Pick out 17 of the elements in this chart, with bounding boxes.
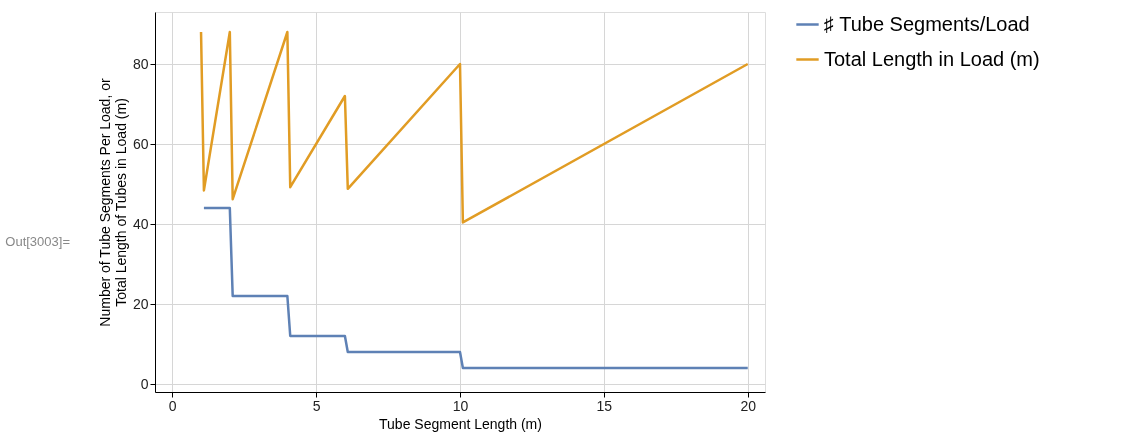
y-tick-label: 0 (140, 375, 149, 392)
line-series (202, 206, 749, 370)
x-tick-label: 5 (312, 397, 321, 414)
y-tick-label: 60 (132, 135, 149, 152)
x-tick-label: 0 (168, 397, 177, 414)
x-axis-title: Tube Segment Length (m) (379, 415, 542, 432)
legend-label: ♯ Tube Segments/Load (824, 12, 1030, 35)
x-tick-label: 20 (740, 397, 757, 414)
text: Out[3003]= (5, 234, 70, 249)
legend-label: Total Length in Load (m) (824, 47, 1040, 70)
y-axis-title: Number of Tube Segments Per Load, or Total Length of Tubes in Load (m) (96, 78, 129, 327)
y-tick-label: 40 (132, 215, 149, 232)
line-series (199, 30, 749, 224)
x-tick-label: 10 (452, 397, 469, 414)
x-tick-label: 15 (596, 397, 613, 414)
y-tick-label: 80 (132, 55, 149, 72)
y-tick-label: 20 (132, 295, 149, 312)
